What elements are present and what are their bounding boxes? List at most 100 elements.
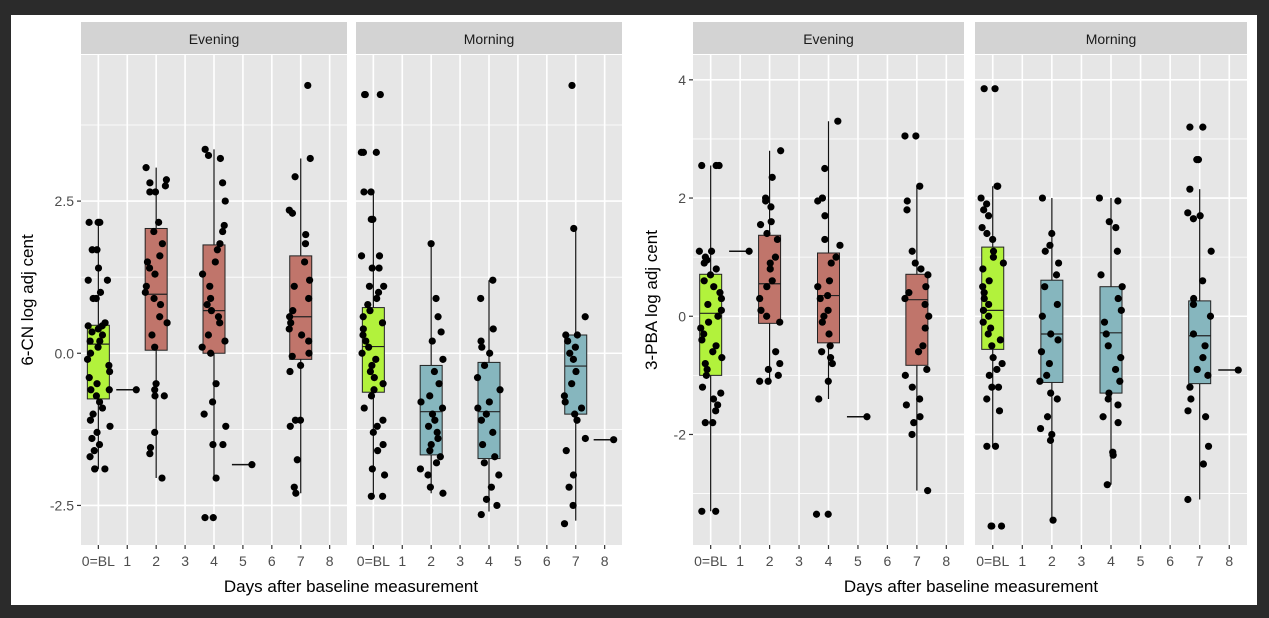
- y-tick-label: 2.5: [55, 193, 75, 209]
- data-point: [306, 276, 314, 284]
- data-point: [562, 447, 570, 455]
- x-tick-label: 5: [514, 553, 522, 569]
- data-point: [1204, 371, 1212, 379]
- data-point: [756, 221, 765, 229]
- data-point: [376, 90, 384, 99]
- data-point: [288, 209, 297, 217]
- data-point: [94, 325, 102, 333]
- data-point: [367, 492, 375, 500]
- data-point: [489, 325, 497, 333]
- data-point: [98, 331, 107, 339]
- data-point: [146, 179, 154, 187]
- data-point: [717, 306, 725, 314]
- data-point: [561, 398, 569, 406]
- x-tick-label: 7: [297, 553, 305, 569]
- x-tick-label: 1: [1018, 553, 1026, 569]
- data-point: [814, 197, 822, 205]
- data-point: [487, 483, 495, 491]
- data-point: [360, 404, 368, 412]
- data-point: [979, 283, 987, 291]
- data-point: [703, 365, 711, 374]
- data-point: [364, 300, 372, 309]
- data-point: [478, 343, 486, 351]
- data-point: [1047, 389, 1055, 397]
- data-point: [764, 365, 772, 374]
- data-point: [143, 258, 152, 266]
- data-point: [923, 365, 931, 374]
- data-point: [203, 300, 211, 309]
- data-point: [826, 354, 835, 362]
- data-point: [379, 416, 387, 424]
- data-point: [146, 450, 154, 458]
- data-point: [207, 349, 215, 357]
- data-point: [917, 265, 925, 273]
- data-point: [827, 259, 835, 267]
- x-tick-label: 4: [1107, 553, 1115, 569]
- facet-strip: [81, 22, 347, 54]
- data-point: [291, 416, 300, 424]
- data-point: [1038, 312, 1046, 320]
- data-point: [560, 520, 569, 528]
- data-point: [293, 456, 301, 464]
- x-tick-label: 1: [123, 553, 131, 569]
- data-point: [901, 132, 909, 140]
- data-point: [370, 386, 378, 394]
- data-point: [300, 258, 309, 266]
- y-tick-label: 2: [678, 190, 686, 206]
- data-point: [1204, 442, 1213, 450]
- data-point: [1196, 212, 1204, 220]
- data-point: [1103, 481, 1111, 489]
- data-point: [571, 410, 579, 418]
- data-point: [821, 164, 829, 173]
- data-point: [220, 221, 228, 230]
- data-point: [1116, 377, 1124, 385]
- data-point: [286, 422, 294, 430]
- data-point: [85, 218, 93, 226]
- data-point: [569, 471, 578, 479]
- data-point: [1036, 424, 1045, 433]
- data-point: [357, 252, 366, 260]
- data-point: [1102, 330, 1110, 338]
- data-point: [86, 337, 94, 345]
- data-point: [901, 371, 909, 379]
- data-point: [978, 223, 986, 232]
- data-point: [700, 259, 708, 267]
- data-point: [89, 410, 97, 418]
- data-point: [433, 428, 441, 436]
- facet-strip: [356, 22, 622, 54]
- data-point: [709, 395, 718, 403]
- data-point: [987, 324, 995, 332]
- data-point: [432, 294, 440, 303]
- data-point: [426, 392, 434, 400]
- data-point: [701, 359, 709, 368]
- data-point: [206, 282, 214, 290]
- data-point: [292, 489, 300, 497]
- data-point: [302, 230, 310, 239]
- x-tick-label: 3: [456, 553, 464, 569]
- data-point: [564, 337, 572, 345]
- data-point: [86, 416, 95, 424]
- data-point: [1199, 277, 1207, 285]
- data-point: [1189, 215, 1198, 223]
- data-point: [985, 371, 993, 379]
- data-point: [1187, 395, 1195, 403]
- data-point: [286, 367, 294, 376]
- data-point: [161, 182, 169, 190]
- x-tick-label: 2: [1048, 553, 1056, 569]
- data-point: [768, 277, 776, 285]
- data-point: [763, 283, 771, 291]
- data-point: [764, 377, 772, 385]
- data-point: [90, 447, 98, 455]
- data-point: [221, 337, 229, 345]
- data-point: [763, 229, 771, 238]
- data-point: [379, 492, 387, 500]
- data-point: [200, 410, 208, 418]
- data-point: [1105, 389, 1113, 397]
- x-tick-label: 4: [825, 553, 833, 569]
- data-point: [162, 176, 171, 184]
- data-point: [85, 374, 93, 382]
- x-tick-label: 3: [795, 553, 803, 569]
- data-point: [304, 81, 312, 90]
- data-point: [216, 154, 224, 163]
- data-point: [824, 510, 832, 518]
